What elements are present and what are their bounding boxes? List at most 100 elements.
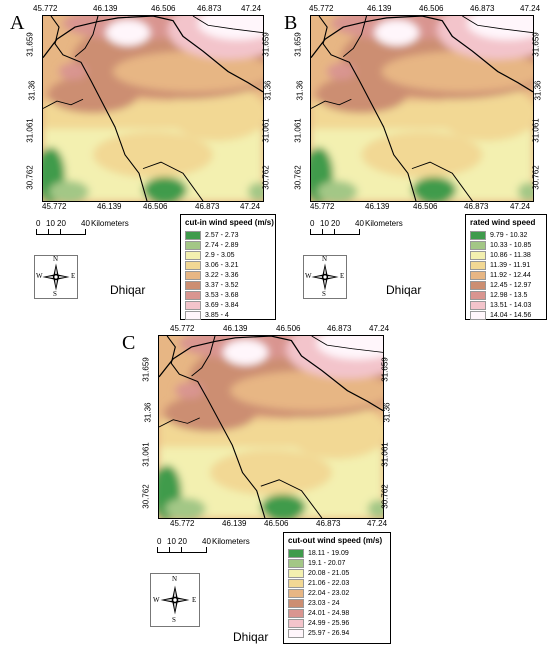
region-name: Dhiqar: [110, 283, 146, 297]
legend-swatch: [185, 250, 201, 260]
panel-letter: C: [122, 332, 136, 354]
lat-tick: 31.659: [141, 357, 151, 382]
compass-rose-icon: [158, 583, 192, 617]
lat-tick: 31.659: [380, 357, 390, 382]
scale-bar: 0 10 20 40 Kilometers: [36, 219, 136, 235]
compass-w: W: [305, 272, 312, 280]
legend-item: 9.79 - 10.32: [470, 230, 542, 240]
compass-s: S: [322, 290, 326, 298]
lon-tick: 46.873: [316, 519, 341, 528]
lon-tick: 46.139: [222, 519, 247, 528]
compass-n: N: [172, 575, 178, 583]
legend-item: 3.22 - 3.36: [185, 270, 271, 280]
scale-tick-label: 40: [81, 219, 90, 228]
scale-tick-label: 0: [310, 219, 315, 228]
scale-bar: 0 10 20 40 Kilometers: [157, 537, 257, 553]
scale-tick-label: 10: [46, 219, 55, 228]
lon-tick: 45.772: [33, 4, 58, 13]
legend-label: 12.98 - 13.5: [490, 291, 528, 299]
legend-label: 3.06 - 3.21: [205, 261, 239, 269]
legend-item: 2.9 - 3.05: [185, 250, 271, 260]
scale-tick-label: 20: [178, 537, 187, 546]
lat-tick: 30.762: [25, 165, 35, 190]
legend-label: 25.97 - 26.94: [308, 629, 350, 637]
scale-tick-label: 20: [331, 219, 340, 228]
lat-tick: 31.061: [380, 442, 390, 467]
lon-tick: 47.24: [369, 324, 390, 333]
compass-s: S: [172, 616, 176, 624]
legend-title: rated wind speed: [470, 218, 536, 227]
scale-bar: 0 10 20 40 Kilometers: [310, 219, 410, 235]
legend-swatch: [185, 270, 201, 280]
lon-tick: 47.24: [510, 202, 531, 211]
compass-e: E: [340, 272, 345, 280]
legend-label: 21.06 - 22.03: [308, 579, 350, 587]
wind-speed-map: [310, 15, 534, 202]
legend: cut-out wind speed (m/s) 18.11 - 19.09 1…: [283, 532, 391, 644]
legend-label: 3.53 - 3.68: [205, 291, 239, 299]
legend-swatch: [470, 260, 486, 270]
lon-tick: 46.139: [97, 202, 122, 211]
legend-item: 3.85 - 4: [185, 310, 271, 320]
legend-item: 2.74 - 2.89: [185, 240, 271, 250]
lon-tick: 46.139: [365, 202, 390, 211]
scale-tick-label: 10: [320, 219, 329, 228]
legend-swatch: [288, 548, 304, 558]
lon-tick: 46.139: [93, 4, 118, 13]
legend-item: 3.06 - 3.21: [185, 260, 271, 270]
lon-tick: 46.873: [197, 4, 222, 13]
legend-label: 24.99 - 25.96: [308, 619, 350, 627]
scale-tick-label: 10: [167, 537, 176, 546]
legend-label: 12.45 - 12.97: [490, 281, 532, 289]
lon-tick: 46.139: [223, 324, 248, 333]
legend-swatch: [185, 310, 201, 320]
legend-label: 9.79 - 10.32: [490, 231, 528, 239]
legend-label: 13.51 - 14.03: [490, 301, 532, 309]
compass-w: W: [36, 272, 43, 280]
lat-tick: 31.36: [533, 80, 543, 101]
legend: rated wind speed 9.79 - 10.32 10.33 - 10…: [465, 214, 547, 320]
legend-item: 14.04 - 14.56: [470, 310, 542, 320]
lon-tick: 46.506: [419, 4, 444, 13]
lon-tick: 47.24: [367, 519, 388, 528]
legend-label: 19.1 - 20.07: [308, 559, 346, 567]
legend-swatch: [288, 618, 304, 628]
scale-tick-label: 40: [355, 219, 364, 228]
lat-tick: 31.659: [25, 32, 35, 57]
legend-item: 22.04 - 23.02: [288, 588, 386, 598]
lat-tick: 30.762: [141, 484, 151, 509]
legend-item: 12.98 - 13.5: [470, 290, 542, 300]
wind-speed-map: [158, 335, 384, 519]
compass-rose-icon: [40, 261, 72, 293]
legend-item: 13.51 - 14.03: [470, 300, 542, 310]
compass-w: W: [153, 596, 160, 604]
lat-tick: 30.762: [531, 165, 541, 190]
compass-n: N: [53, 255, 59, 263]
legend-swatch: [470, 270, 486, 280]
legend-label: 18.11 - 19.09: [308, 549, 349, 557]
lat-tick: 31.659: [261, 32, 271, 57]
legend-swatch: [185, 260, 201, 270]
legend-item: 18.11 - 19.09: [288, 548, 386, 558]
lon-tick: 45.772: [42, 202, 67, 211]
compass-n: N: [322, 255, 328, 263]
scale-tick-label: 0: [157, 537, 162, 546]
legend-label: 10.33 - 10.85: [490, 241, 532, 249]
legend-item: 12.45 - 12.97: [470, 280, 542, 290]
lon-tick: 47.24: [520, 4, 541, 13]
compass-e: E: [192, 596, 197, 604]
legend-swatch: [470, 290, 486, 300]
legend-label: 14.04 - 14.56: [490, 311, 532, 319]
legend-swatch: [185, 240, 201, 250]
scale-tick-label: 20: [57, 219, 66, 228]
region-name: Dhiqar: [233, 630, 269, 644]
legend-label: 10.86 - 11.38: [490, 251, 531, 259]
legend-label: 11.39 - 11.91: [490, 261, 531, 269]
lon-tick: 46.139: [367, 4, 392, 13]
legend-item: 3.69 - 3.84: [185, 300, 271, 310]
lat-tick: 30.762: [293, 165, 303, 190]
legend-item: 3.37 - 3.52: [185, 280, 271, 290]
legend-swatch: [185, 230, 201, 240]
legend-item: 10.33 - 10.85: [470, 240, 542, 250]
legend-item: 2.57 - 2.73: [185, 230, 271, 240]
